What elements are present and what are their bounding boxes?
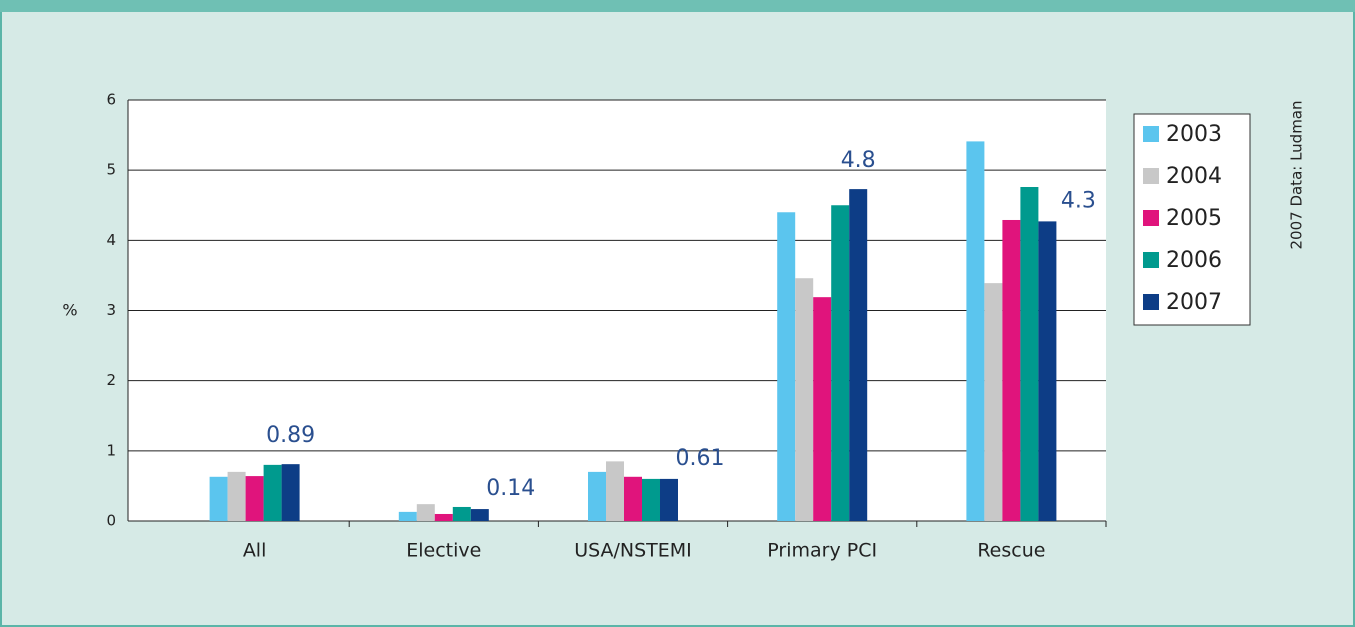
bar bbox=[795, 278, 814, 521]
legend-swatch bbox=[1143, 126, 1159, 142]
bar bbox=[966, 141, 985, 522]
bar bbox=[1020, 187, 1039, 522]
annotation: 0.14 bbox=[486, 476, 535, 501]
y-tick-label: 6 bbox=[106, 91, 116, 109]
bar bbox=[606, 461, 624, 521]
legend-label: 2007 bbox=[1166, 290, 1222, 315]
legend-swatch bbox=[1143, 210, 1159, 226]
x-tick-label: Primary PCI bbox=[767, 540, 877, 562]
legend-label: 2006 bbox=[1166, 248, 1222, 273]
source-note: 2007 Data: Ludman bbox=[1288, 100, 1306, 249]
legend-label: 2003 bbox=[1166, 122, 1222, 147]
bar bbox=[434, 513, 453, 521]
bar bbox=[588, 471, 606, 521]
annotation: 4.8 bbox=[841, 148, 876, 173]
annotation: 0.61 bbox=[676, 446, 725, 471]
bar bbox=[452, 506, 471, 521]
annotation: 0.89 bbox=[266, 423, 315, 448]
bar bbox=[777, 212, 796, 521]
bar bbox=[263, 464, 282, 521]
y-tick-label: 0 bbox=[106, 512, 116, 530]
bar bbox=[831, 205, 850, 521]
y-tick-label: 4 bbox=[106, 231, 116, 249]
bar bbox=[1002, 219, 1021, 522]
top-band bbox=[0, 0, 1355, 12]
bar bbox=[470, 509, 489, 521]
legend-swatch bbox=[1143, 168, 1159, 184]
legend-swatch bbox=[1143, 294, 1159, 310]
legend-label: 2004 bbox=[1166, 164, 1222, 189]
bar bbox=[281, 464, 300, 521]
bar bbox=[660, 478, 678, 521]
bar bbox=[227, 471, 246, 521]
y-axis-label: % bbox=[62, 301, 77, 320]
bar bbox=[398, 511, 417, 521]
annotation: 4.3 bbox=[1061, 188, 1096, 213]
legend-label: 2005 bbox=[1166, 206, 1222, 231]
bar bbox=[624, 476, 642, 521]
bar bbox=[984, 283, 1003, 521]
x-tick-label: All bbox=[243, 540, 267, 562]
x-tick-label: Elective bbox=[406, 540, 481, 562]
legend-swatch bbox=[1143, 252, 1159, 268]
x-tick-label: Rescue bbox=[977, 540, 1045, 562]
bar bbox=[245, 476, 264, 521]
bar bbox=[849, 189, 868, 521]
y-tick-label: 1 bbox=[106, 441, 116, 459]
bar bbox=[1038, 221, 1057, 521]
bar bbox=[416, 504, 435, 521]
bar bbox=[642, 478, 660, 521]
y-tick-label: 3 bbox=[106, 301, 116, 319]
bar bbox=[813, 297, 832, 521]
y-tick-label: 5 bbox=[106, 161, 116, 179]
x-tick-label: USA/NSTEMI bbox=[574, 540, 692, 562]
y-tick-label: 2 bbox=[106, 371, 116, 389]
bar bbox=[209, 476, 228, 521]
